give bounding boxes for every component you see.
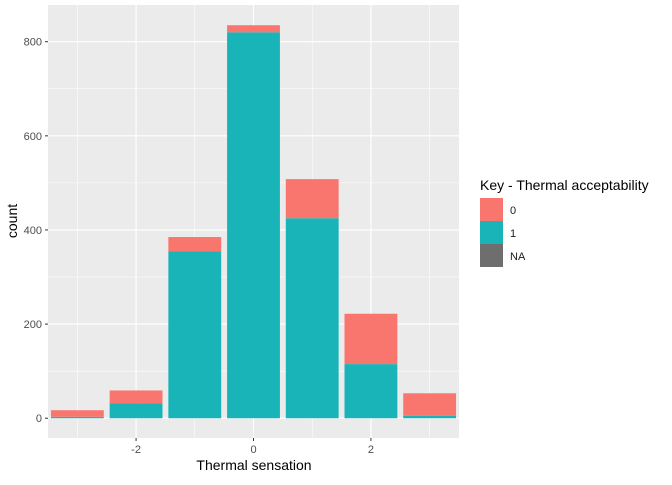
legend-label-na: NA [510,251,526,263]
legend-label-0: 0 [510,205,516,217]
x-axis: -2 0 2 [131,438,374,456]
legend-label-1: 1 [510,228,516,240]
bar-segment-0-x-1 [168,237,222,252]
bar-segment-0-x1 [285,179,339,219]
bar-segment-0-x-2 [109,390,163,404]
bar-segment-0-x-3 [50,410,104,417]
bar-segment-1-x1 [285,218,339,419]
x-axis-title: Thermal sensation [196,457,311,473]
legend: Key - Thermal acceptability 0 1 NA [480,177,649,267]
bar-segment-0-x0 [227,25,280,33]
y-tick-label: 600 [24,131,42,143]
x-tick-label: -2 [131,444,141,456]
bar-segment-1-x-1 [168,251,222,419]
bars [50,25,457,419]
bar-segment-1-x0 [227,32,280,419]
bar-segment-0-x3 [403,393,457,416]
bar-segment-1-x-3 [50,416,104,419]
y-tick-label: 400 [24,225,42,237]
y-tick-label: 200 [24,319,42,331]
bar-segment-1-x-2 [109,403,163,419]
x-tick-label: 2 [368,444,374,456]
y-axis-title: count [4,204,20,238]
y-tick-label: 800 [24,37,42,49]
y-axis: 0 200 400 600 800 [24,37,48,425]
legend-key-0 [480,198,503,221]
legend-key-1 [480,221,503,244]
legend-key-na [480,244,503,267]
y-tick-label: 0 [36,413,42,425]
legend-title: Key - Thermal acceptability [480,177,649,193]
bar-segment-1-x3 [403,415,457,419]
bar-segment-1-x2 [344,364,398,419]
x-tick-label: 0 [250,444,256,456]
bar-segment-0-x2 [344,313,398,365]
